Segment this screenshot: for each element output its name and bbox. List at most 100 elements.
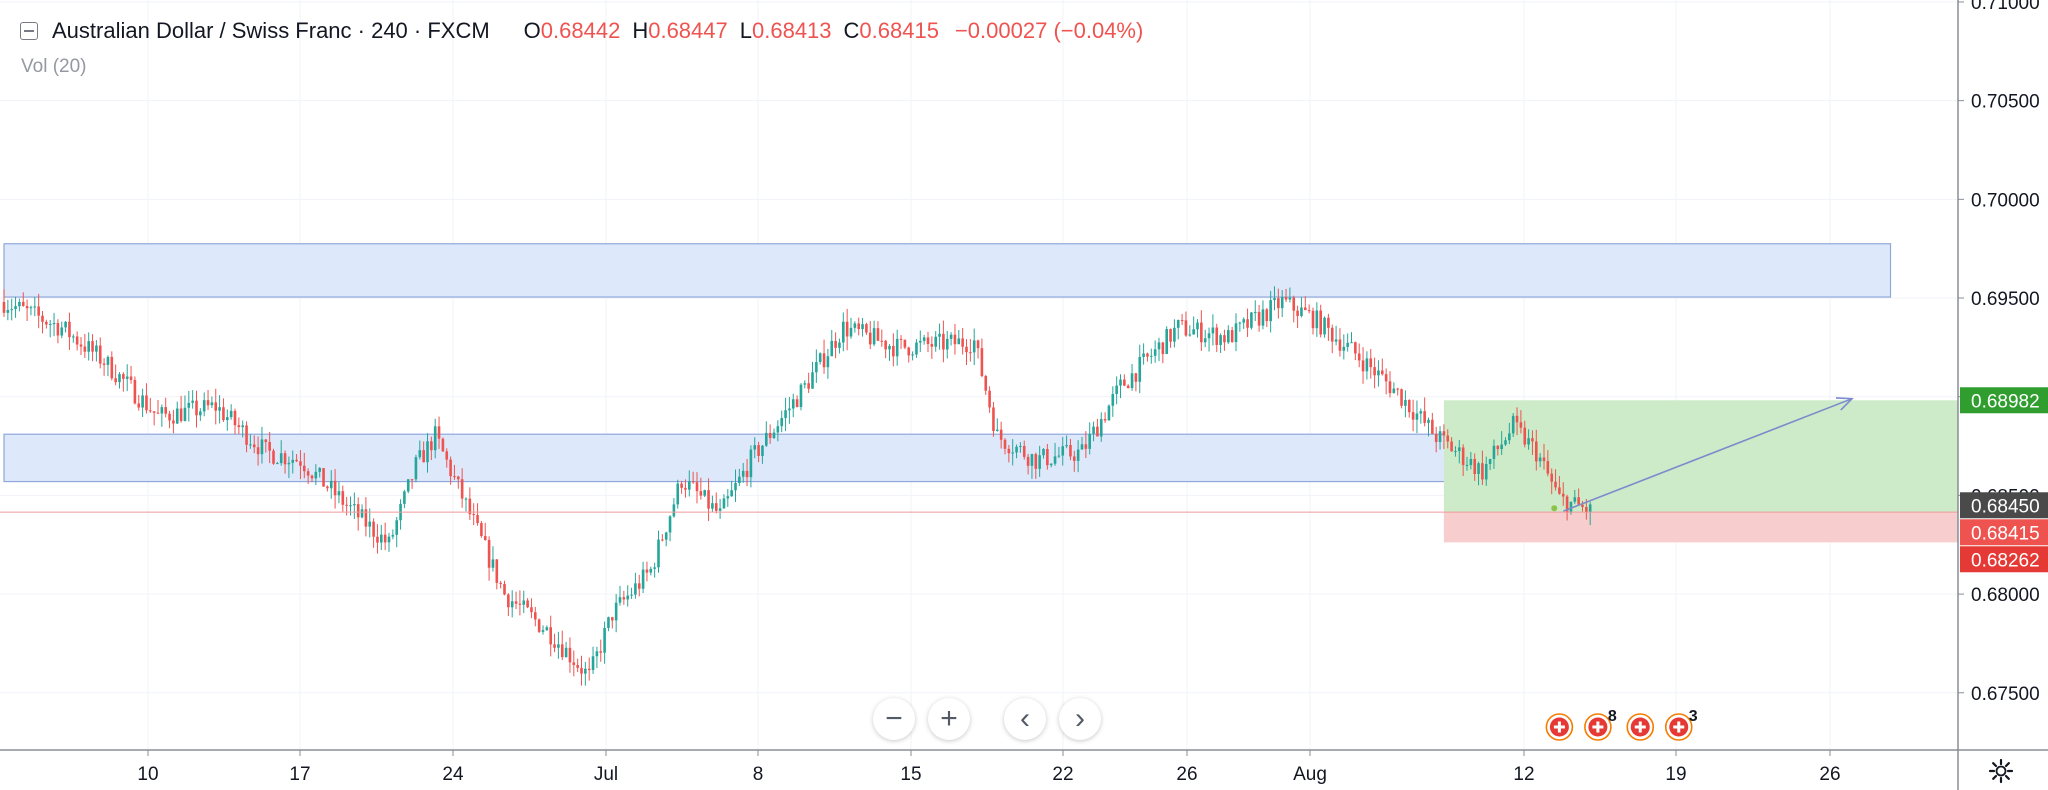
candle <box>1523 420 1527 448</box>
candle <box>1311 307 1315 335</box>
candle <box>414 454 418 483</box>
candle-body <box>133 379 137 404</box>
candle-body <box>703 490 706 496</box>
candle-body <box>1373 367 1376 376</box>
candle-body <box>996 429 999 431</box>
candle <box>91 334 94 362</box>
close-value: 0.68415 <box>859 18 939 43</box>
candle <box>164 397 167 418</box>
candle-body <box>822 353 826 368</box>
candle-body <box>1053 456 1057 464</box>
candle <box>1488 458 1492 470</box>
candle-body <box>152 411 156 413</box>
candle-body <box>1500 444 1503 450</box>
candle-body <box>560 644 564 658</box>
candle-body <box>457 476 460 480</box>
candle <box>37 293 40 329</box>
candle <box>79 337 83 356</box>
candle-body <box>426 441 429 463</box>
candle <box>1157 337 1161 362</box>
price-label-bg <box>1960 387 2048 414</box>
candle <box>287 456 291 479</box>
candle <box>861 317 864 337</box>
chevron-left-icon: ‹ <box>1020 702 1030 735</box>
candle <box>1042 448 1045 459</box>
candle <box>1469 452 1473 470</box>
candle-body <box>649 568 653 573</box>
scroll-left-button[interactable]: ‹ <box>1004 698 1046 740</box>
candle <box>1153 340 1157 363</box>
candle-body <box>364 509 368 527</box>
candle <box>291 450 295 474</box>
candle <box>1130 363 1134 391</box>
candle-body <box>1511 415 1515 434</box>
scroll-right-button[interactable]: › <box>1059 698 1101 740</box>
candle <box>68 312 71 350</box>
candle-body <box>1508 433 1511 441</box>
candle <box>1292 295 1296 323</box>
zoom-out-button[interactable]: − <box>873 698 915 740</box>
candle <box>699 477 703 500</box>
candle <box>807 372 810 393</box>
candle <box>1250 311 1253 330</box>
candle <box>222 398 225 422</box>
candle-body <box>137 403 141 408</box>
candle <box>680 480 683 494</box>
candle <box>549 615 552 657</box>
candle <box>1069 438 1072 461</box>
collapse-icon[interactable] <box>20 22 38 40</box>
time-tick-label: 19 <box>1665 764 1686 785</box>
candle <box>1342 334 1346 360</box>
candle-body <box>156 412 160 414</box>
candle <box>237 417 241 435</box>
symbol-title[interactable]: Australian Dollar / Swiss Franc · 240 · … <box>52 18 490 43</box>
candle <box>1111 386 1115 417</box>
candle <box>1207 327 1211 352</box>
candle-body <box>980 348 984 376</box>
candle <box>406 479 410 494</box>
candle-body <box>314 471 318 479</box>
candle-body <box>938 333 941 337</box>
candle-body <box>834 340 837 348</box>
candle-body <box>1473 458 1476 474</box>
candle-body <box>48 324 52 326</box>
candle <box>830 329 834 357</box>
candle-body <box>1126 385 1130 389</box>
candle <box>711 495 714 512</box>
candle-body <box>410 479 414 481</box>
candle-body <box>56 322 60 336</box>
signal-dot <box>1551 505 1558 512</box>
volume-label[interactable]: Vol (20) <box>21 56 87 77</box>
candle <box>1338 328 1342 357</box>
candle-body <box>780 418 783 427</box>
candle <box>1330 324 1334 354</box>
candle <box>1369 348 1373 379</box>
candle-body <box>1003 439 1007 449</box>
price-label-text: 0.68450 <box>1971 496 2040 517</box>
candle-body <box>722 498 726 509</box>
candle <box>33 296 37 317</box>
candle-body <box>1176 320 1180 328</box>
high-label: H <box>632 18 649 43</box>
candle-body <box>1234 323 1238 343</box>
candle-body <box>1423 411 1426 423</box>
candle-body <box>1461 447 1465 465</box>
settings-gear-icon[interactable] <box>1986 756 2016 786</box>
zoom-in-button[interactable]: + <box>928 698 970 740</box>
candle-body <box>272 450 275 464</box>
candle <box>1454 446 1457 457</box>
candle <box>761 445 764 464</box>
candle <box>1134 372 1138 392</box>
candle-body <box>641 569 645 589</box>
candle <box>753 437 757 459</box>
candle-body <box>1377 370 1380 376</box>
candle-body <box>1165 329 1168 354</box>
candle-body <box>761 445 764 456</box>
candle-body <box>303 465 306 472</box>
candle <box>226 409 229 431</box>
candle-body <box>892 345 895 357</box>
candle <box>1531 430 1534 455</box>
candle <box>1327 313 1330 341</box>
candle-body <box>618 597 622 603</box>
